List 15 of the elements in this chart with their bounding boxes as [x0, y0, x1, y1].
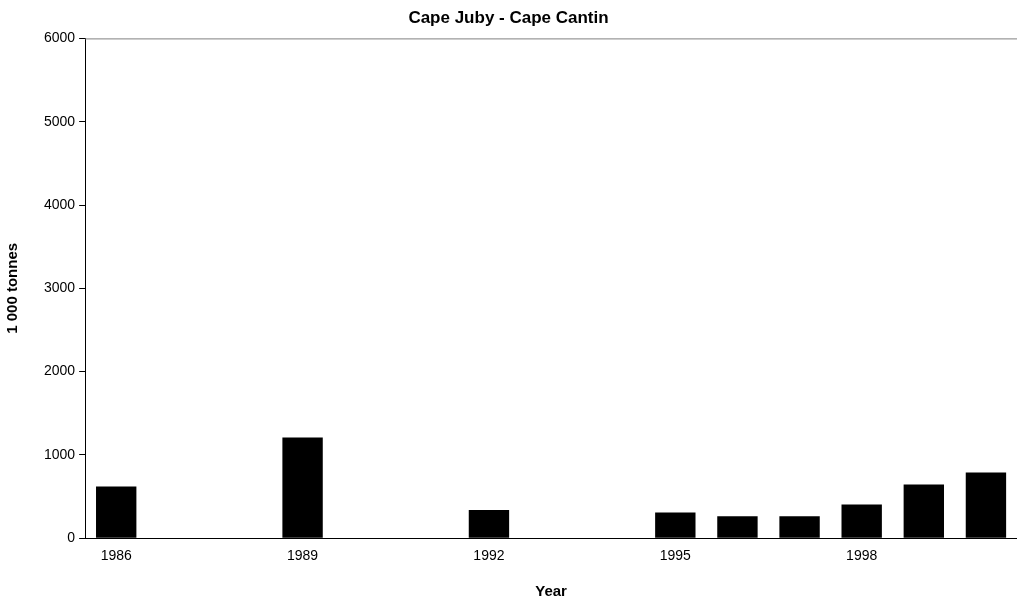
y-tick-label: 5000: [43, 112, 76, 129]
x-axis-title: Year: [535, 582, 568, 600]
x-tick-label: 1992: [473, 547, 505, 564]
y-axis-title: 1 000 tonnes: [3, 242, 21, 334]
x-tick-label: 1998: [846, 547, 878, 564]
x-tick-label: 1986: [100, 547, 132, 564]
x-tick-label: 1989: [287, 547, 319, 564]
y-tick-label: 1000: [43, 445, 76, 462]
y-tick-label: 4000: [43, 195, 76, 212]
x-tick-label: 1995: [659, 547, 692, 564]
y-tick-label: 2000: [43, 362, 76, 379]
chart-title: Cape Juby - Cape Cantin: [408, 7, 609, 27]
y-tick-label: 3000: [43, 279, 76, 296]
y-tick-label: 0: [67, 529, 76, 546]
y-tick-label: 6000: [43, 29, 76, 46]
